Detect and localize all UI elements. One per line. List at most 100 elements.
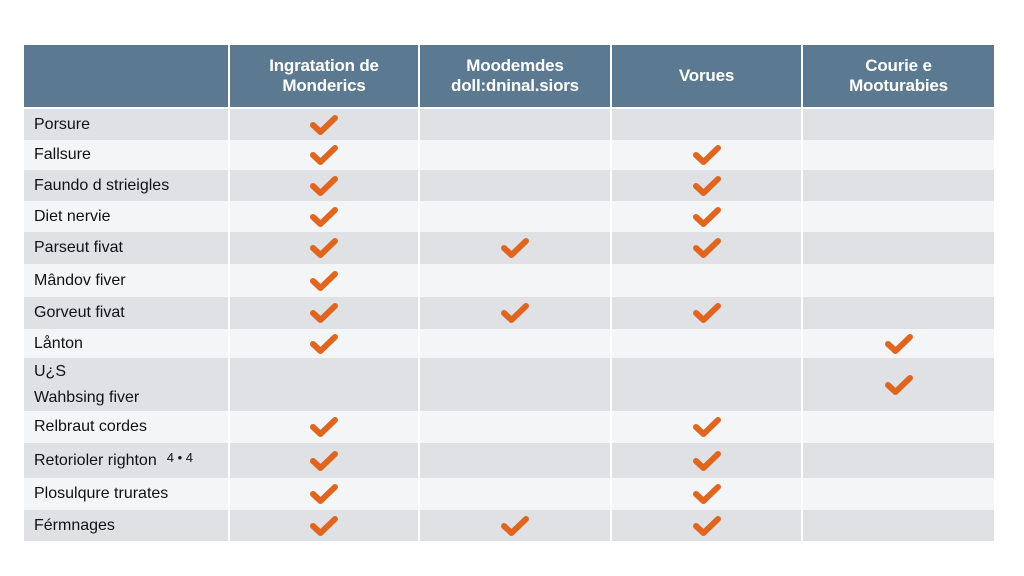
table-row: Férmnages [24, 510, 994, 541]
checkmark-icon [501, 238, 529, 258]
row-label: Relbraut cordes [34, 418, 147, 435]
check-cell-col-2[interactable] [420, 109, 610, 140]
check-cell-col-2[interactable] [420, 170, 610, 201]
check-cell-col-1[interactable] [230, 109, 418, 140]
check-cell-col-3[interactable] [612, 443, 801, 478]
check-cell-col-4[interactable] [803, 170, 994, 201]
check-cell-col-2[interactable] [420, 140, 610, 170]
check-cell-col-1[interactable] [230, 201, 418, 232]
check-cell-col-3[interactable] [612, 329, 801, 358]
check-cell-col-4[interactable] [803, 411, 994, 443]
check-cell-col-2[interactable] [420, 232, 610, 264]
table-row: Lånton [24, 329, 994, 358]
check-cell-col-4[interactable] [803, 443, 994, 478]
row-label-cell: Faundo d strieigles [24, 170, 228, 201]
check-cell-col-3[interactable] [612, 232, 801, 264]
check-cell-col-4[interactable] [803, 140, 994, 170]
checkmark-icon [310, 175, 338, 196]
check-cell-col-1[interactable] [230, 140, 418, 170]
check-cell-col-2[interactable] [420, 329, 610, 358]
checkmark-icon [692, 145, 721, 165]
row-label-cell: Relbraut cordes [24, 411, 228, 443]
header-cell-col-4[interactable]: Courie e Mooturabies [803, 45, 994, 107]
check-cell-col-2[interactable] [420, 358, 610, 411]
table-body: Porsure Fallsure Faundo d strieigles Die… [24, 109, 994, 541]
table-row: Parseut fivat [24, 232, 994, 264]
check-cell-col-4[interactable] [803, 201, 994, 232]
checkmark-icon [310, 515, 338, 536]
check-cell-col-3[interactable] [612, 170, 801, 201]
table-row: Retorioler righton 4 • 4 [24, 443, 994, 478]
row-label-cell: Gorveut fivat [24, 297, 228, 329]
checkmark-icon [692, 515, 721, 536]
check-cell-col-4[interactable] [803, 297, 994, 329]
row-label-cell: Porsure [24, 109, 228, 140]
check-cell-col-1[interactable] [230, 264, 418, 297]
check-cell-col-4[interactable] [803, 109, 994, 140]
check-cell-col-4[interactable] [803, 358, 994, 411]
check-cell-col-1[interactable] [230, 411, 418, 443]
checkmark-icon [310, 206, 338, 227]
row-label-cell: Diet nervie [24, 201, 228, 232]
check-cell-col-4[interactable] [803, 329, 994, 358]
header-cell-col-3[interactable]: Vorues [612, 45, 801, 107]
row-label-cell: Mândov fiver [24, 264, 228, 297]
checkmark-icon [310, 270, 338, 291]
checkmark-icon [310, 417, 338, 437]
check-cell-col-2[interactable] [420, 411, 610, 443]
row-label-cell: Plosulqure trurates [24, 478, 228, 510]
check-cell-col-2[interactable] [420, 201, 610, 232]
checkmark-icon [310, 145, 338, 165]
row-label: Parseut fivat [34, 239, 123, 256]
check-cell-col-3[interactable] [612, 140, 801, 170]
checkmark-icon [310, 484, 338, 504]
header-cell-empty [24, 45, 228, 107]
check-cell-col-3[interactable] [612, 297, 801, 329]
check-cell-col-1[interactable] [230, 443, 418, 478]
check-cell-col-2[interactable] [420, 297, 610, 329]
check-cell-col-2[interactable] [420, 478, 610, 510]
checkmark-icon [692, 238, 721, 258]
check-cell-col-3[interactable] [612, 201, 801, 232]
header-cell-col-1[interactable]: Ingratation de Monderics [230, 45, 418, 107]
check-cell-col-3[interactable] [612, 510, 801, 541]
check-cell-col-1[interactable] [230, 510, 418, 541]
checkmark-icon [501, 515, 529, 536]
check-cell-col-3[interactable] [612, 109, 801, 140]
check-cell-col-4[interactable] [803, 232, 994, 264]
table-row: Porsure [24, 109, 994, 140]
row-label: Mândov fiver [34, 271, 126, 289]
check-cell-col-1[interactable] [230, 170, 418, 201]
check-cell-col-2[interactable] [420, 443, 610, 478]
table-row: Diet nervie [24, 201, 994, 232]
row-label-cell: Fallsure [24, 140, 228, 170]
header-cell-col-2[interactable]: Moodemdes doll:dninal.siors [420, 45, 610, 107]
check-cell-col-1[interactable] [230, 329, 418, 358]
check-cell-col-4[interactable] [803, 510, 994, 541]
check-cell-col-4[interactable] [803, 478, 994, 510]
check-cell-col-3[interactable] [612, 411, 801, 443]
check-cell-col-4[interactable] [803, 264, 994, 297]
check-cell-col-1[interactable] [230, 478, 418, 510]
table-row: Fallsure [24, 140, 994, 170]
table-row: Gorveut fivat [24, 297, 994, 329]
check-cell-col-2[interactable] [420, 510, 610, 541]
row-label-cell: Retorioler righton 4 • 4 [24, 443, 228, 478]
table-row: Faundo d strieigles [24, 170, 994, 201]
check-cell-col-3[interactable] [612, 358, 801, 411]
check-cell-col-2[interactable] [420, 264, 610, 297]
check-cell-col-1[interactable] [230, 232, 418, 264]
checkmark-icon [692, 206, 721, 227]
table-header: Ingratation de Monderics Moodemdes doll:… [24, 45, 994, 107]
row-label-cell: Lånton [24, 329, 228, 358]
check-cell-col-3[interactable] [612, 478, 801, 510]
check-cell-col-1[interactable] [230, 358, 418, 411]
row-label-cell: U¿S Wahbsing fiver [24, 358, 228, 411]
checkmark-icon [692, 417, 721, 437]
check-cell-col-3[interactable] [612, 264, 801, 297]
row-label: U¿S Wahbsing fiver [34, 362, 140, 406]
checkmark-icon [310, 114, 338, 135]
check-cell-col-1[interactable] [230, 297, 418, 329]
row-label-cell: Férmnages [24, 510, 228, 541]
checkmark-icon [692, 450, 721, 471]
